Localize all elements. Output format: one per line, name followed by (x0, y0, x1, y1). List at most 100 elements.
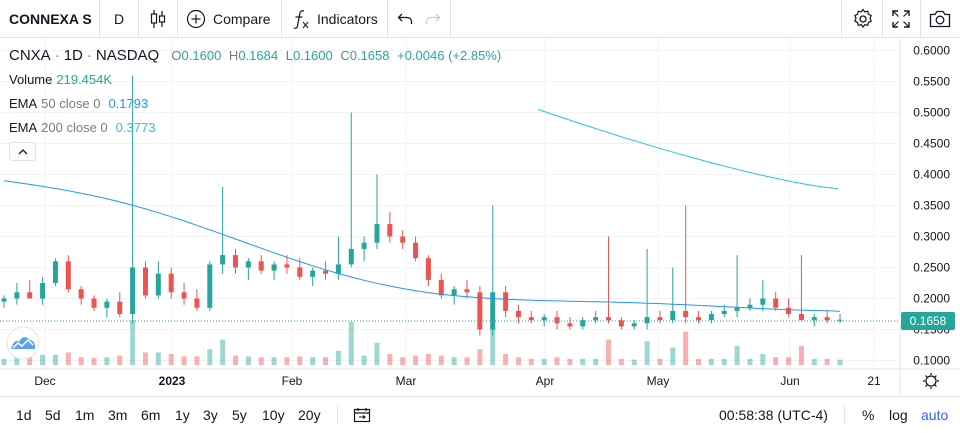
volume-bar (104, 357, 110, 365)
volume-bar (258, 357, 264, 365)
gear-icon (854, 8, 872, 29)
volume-bar (207, 349, 213, 365)
legend-main: CNXA · 1D · NASDAQ O0.1600 H0.1684 L0.1600 C… (9, 47, 509, 64)
price-tick-label: 0.2000 (913, 292, 950, 306)
chart-settings-button[interactable] (923, 373, 939, 389)
compare-label: Compare (213, 11, 271, 27)
range-button-5d[interactable]: 5d (45, 407, 61, 423)
legend-symbol: CNXA (9, 47, 51, 64)
volume-bar (708, 358, 714, 365)
candle-body (837, 319, 843, 321)
volume-bar (618, 358, 624, 365)
volume-bar (387, 354, 393, 365)
volume-bar (52, 354, 58, 365)
range-button-6m[interactable]: 6m (141, 407, 161, 423)
volume-bar (747, 358, 753, 365)
legend-ema200[interactable]: EMA 200 close 0 0.3773 (9, 120, 159, 135)
ema50-params: 50 close 0 (41, 96, 101, 111)
candle-body (528, 317, 534, 321)
range-button-1d[interactable]: 1d (16, 407, 32, 423)
volume-bar (168, 354, 174, 365)
volume-bar (798, 346, 804, 365)
timezone-clock[interactable]: 00:58:38 (UTC-4) (719, 397, 828, 433)
toolbar-divider (920, 0, 921, 38)
toolbar-divider (337, 405, 338, 425)
percent-scale-button[interactable]: % (862, 397, 874, 433)
volume-bar (670, 347, 676, 365)
volume-bar (323, 357, 329, 365)
toolbar-divider (138, 0, 139, 38)
ema200-value: 0.3773 (115, 120, 156, 135)
clock-label: 00:58:38 (UTC-4) (719, 407, 828, 423)
candle-body (708, 314, 714, 321)
time-tick-label: Mar (396, 374, 417, 388)
indicators-button[interactable]: Indicators (292, 0, 378, 38)
collapse-legend-button[interactable] (9, 142, 36, 161)
fullscreen-button[interactable] (892, 0, 910, 38)
date-range-button[interactable] (353, 397, 371, 433)
compare-button[interactable]: Compare (186, 0, 271, 38)
volume-bar (837, 359, 843, 365)
candle-body (400, 236, 406, 243)
bottom-toolbar: 1d 5d 1m 3m 6m 1y 3y 5y 10y 20y 00:58:38 (UTC-4) … (0, 396, 960, 433)
legend-l-label: L (285, 48, 293, 63)
chevron-up-icon (18, 148, 27, 154)
candle-body (631, 323, 637, 327)
candle-body (258, 261, 264, 271)
indicators-label: Indicators (317, 11, 378, 27)
log-scale-button[interactable]: log (889, 397, 908, 433)
range-button-1m[interactable]: 1m (75, 407, 95, 423)
chart-pane[interactable]: 0.6000 0.5500 0.5000 0.4500 0.4000 0.3500 0.30… (0, 39, 960, 396)
legend-volume[interactable]: Volume 219.454K (9, 72, 116, 87)
candle-body (515, 310, 521, 318)
redo-button[interactable] (425, 0, 441, 38)
volume-bar (503, 354, 509, 365)
candle-body (760, 298, 766, 305)
candle-body (451, 289, 457, 296)
interval-button[interactable]: D (114, 0, 124, 38)
chart-type-button[interactable] (149, 0, 167, 38)
last-price-badge-bg (901, 312, 955, 330)
undo-button[interactable] (397, 0, 413, 38)
candle-body (824, 317, 830, 321)
candle-body (117, 301, 123, 314)
legend-l-value: 0.1600 (292, 48, 333, 63)
volume-bar (786, 357, 792, 365)
candle-body (773, 298, 779, 308)
auto-scale-button[interactable]: auto (921, 397, 948, 433)
candle-body (40, 283, 46, 299)
range-button-1y[interactable]: 1y (175, 407, 190, 423)
range-button-10y[interactable]: 10y (262, 407, 285, 423)
volume-bar (683, 331, 689, 365)
top-toolbar: CONNEXA S D Compare Indicators (0, 0, 960, 38)
time-tick-label: Jun (780, 374, 799, 388)
last-price-label: 0.1658 (910, 314, 947, 328)
legend-dot: · (54, 47, 60, 64)
price-tick-label: 0.5000 (913, 106, 950, 120)
candle-body (721, 310, 727, 314)
auto-label: auto (921, 407, 949, 423)
legend-o-label: O (171, 48, 182, 63)
candle-body (464, 289, 470, 293)
range-button-3m[interactable]: 3m (108, 407, 128, 423)
snapshot-button[interactable] (929, 0, 951, 38)
toolbar-divider (882, 0, 883, 38)
legend-ema50[interactable]: EMA 50 close 0 0.1793 (9, 96, 152, 111)
time-axis[interactable]: Dec 2023 Feb Mar Apr May Jun 21 (34, 374, 881, 388)
symbol-search-button[interactable]: CONNEXA S (9, 0, 92, 38)
settings-button[interactable] (852, 0, 874, 38)
candle-body (284, 264, 290, 268)
volume-bar (657, 358, 663, 365)
range-button-3y[interactable]: 3y (203, 407, 218, 423)
volume-bars (1, 320, 843, 365)
volume-bar (567, 358, 573, 365)
range-button-20y[interactable]: 20y (298, 407, 321, 423)
candle-body (104, 301, 110, 308)
candle-body (670, 310, 676, 321)
tradingview-logo-button[interactable] (6, 326, 40, 360)
volume-bar (528, 358, 534, 365)
volume-bar (181, 356, 187, 365)
volume-bar (130, 320, 136, 365)
volume-bar (348, 322, 354, 365)
range-button-5y[interactable]: 5y (232, 407, 247, 423)
